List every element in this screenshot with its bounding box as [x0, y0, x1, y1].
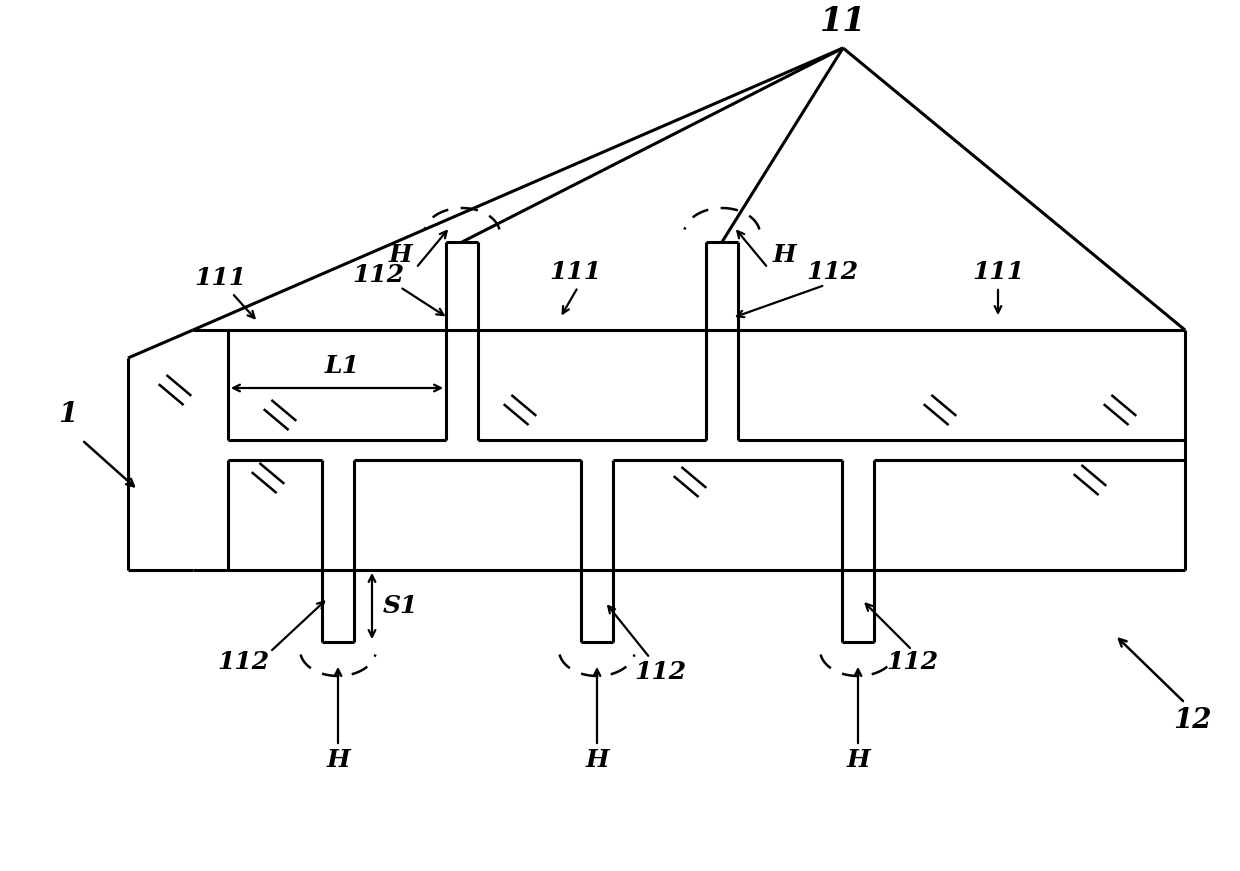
Text: 111: 111 — [549, 260, 601, 284]
Text: L1: L1 — [325, 354, 360, 378]
Text: 111: 111 — [972, 260, 1024, 284]
Text: H: H — [326, 748, 350, 772]
Text: H: H — [388, 243, 412, 267]
Text: 111: 111 — [193, 266, 246, 290]
Text: 112: 112 — [217, 650, 269, 674]
Text: H: H — [773, 243, 796, 267]
Text: 112: 112 — [352, 263, 404, 287]
Text: 112: 112 — [885, 650, 939, 674]
Text: H: H — [846, 748, 869, 772]
Text: S1: S1 — [382, 594, 418, 618]
Text: 11: 11 — [820, 5, 867, 38]
Text: 12: 12 — [1173, 706, 1211, 733]
Text: 112: 112 — [806, 260, 858, 284]
Text: 1: 1 — [58, 402, 78, 429]
Text: 112: 112 — [634, 660, 686, 684]
Text: H: H — [585, 748, 609, 772]
